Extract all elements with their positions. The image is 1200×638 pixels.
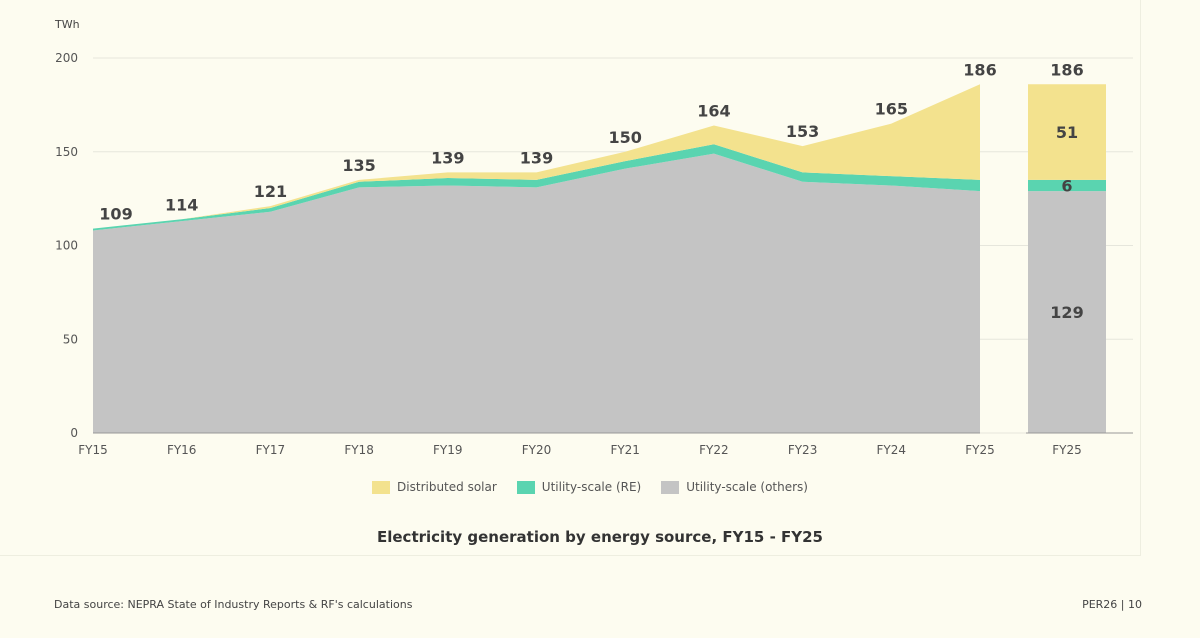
y-tick-label-100: 100 [55, 239, 78, 253]
total-label-FY23: 153 [786, 122, 819, 141]
chart-title: Electricity generation by energy source,… [377, 528, 823, 546]
total-label-FY21: 150 [608, 128, 641, 147]
bar-segment-2 [1028, 84, 1106, 180]
y-tick-label-0: 0 [70, 426, 78, 440]
x-tick-label-FY19: FY19 [433, 443, 463, 457]
y-axis-unit: TWh [54, 18, 80, 31]
legend-item-distributed-solar: Distributed solar [372, 480, 497, 494]
total-label-FY20: 139 [520, 148, 553, 167]
x-tick-label-FY25: FY25 [965, 443, 995, 457]
total-label-FY17: 121 [254, 182, 287, 201]
y-tick-label-50: 50 [63, 332, 78, 346]
bar-segment-label-2: 51 [1056, 123, 1078, 142]
bar-x-tick-label: FY25 [1052, 443, 1082, 457]
legend: Distributed solar Utility-scale (RE) Uti… [0, 480, 1180, 494]
y-tick-label-200: 200 [55, 51, 78, 65]
legend-item-utility-others: Utility-scale (others) [661, 480, 808, 494]
total-label-FY19: 139 [431, 148, 464, 167]
x-tick-label-FY16: FY16 [167, 443, 197, 457]
bar-segment-0 [1028, 191, 1106, 433]
area-series-2 [93, 84, 980, 229]
total-label-FY22: 164 [697, 102, 730, 121]
footer-source: Data source: NEPRA State of Industry Rep… [54, 598, 413, 611]
bar-segment-label-0: 129 [1050, 303, 1083, 322]
footer-page-number: PER26 | 10 [1082, 598, 1142, 611]
x-tick-label-FY23: FY23 [788, 443, 818, 457]
legend-swatch-utility-others [661, 480, 680, 494]
x-tick-label-FY17: FY17 [256, 443, 286, 457]
y-tick-label-150: 150 [55, 145, 78, 159]
x-tick-label-FY18: FY18 [344, 443, 374, 457]
legend-swatch-utility-re [516, 480, 535, 494]
chart-panel: 0 50 100 150 200 TWh FY15 FY16 FY17 FY18 FY19 FY20 F… [0, 0, 1141, 556]
bar-segment-1 [1028, 179, 1106, 192]
area-series-1 [93, 144, 980, 231]
total-label-FY16: 114 [165, 195, 198, 214]
x-tick-label-FY22: FY22 [699, 443, 729, 457]
x-tick-label-FY21: FY21 [610, 443, 640, 457]
x-tick-label-FY15: FY15 [78, 443, 108, 457]
total-label-FY24: 165 [875, 100, 908, 119]
chart-svg: 0 50 100 150 200 TWh FY15 FY16 FY17 FY18 FY19 FY20 F… [54, 18, 1133, 457]
legend-swatch-distributed-solar [372, 480, 391, 494]
legend-label-distributed-solar: Distributed solar [397, 480, 497, 494]
legend-label-utility-re: Utility-scale (RE) [541, 480, 642, 494]
total-label-FY15: 109 [99, 205, 132, 224]
legend-label-utility-others: Utility-scale (others) [686, 480, 808, 494]
legend-item-utility-re: Utility-scale (RE) [516, 480, 642, 494]
total-label-FY18: 135 [342, 156, 375, 175]
bar-total-label: 186 [1050, 60, 1083, 79]
bar-segment-label-1: 6 [1061, 177, 1072, 196]
x-tick-label-FY24: FY24 [877, 443, 907, 457]
total-label-FY25: 186 [963, 60, 996, 79]
x-tick-label-FY20: FY20 [522, 443, 552, 457]
area-series-0 [93, 153, 980, 433]
